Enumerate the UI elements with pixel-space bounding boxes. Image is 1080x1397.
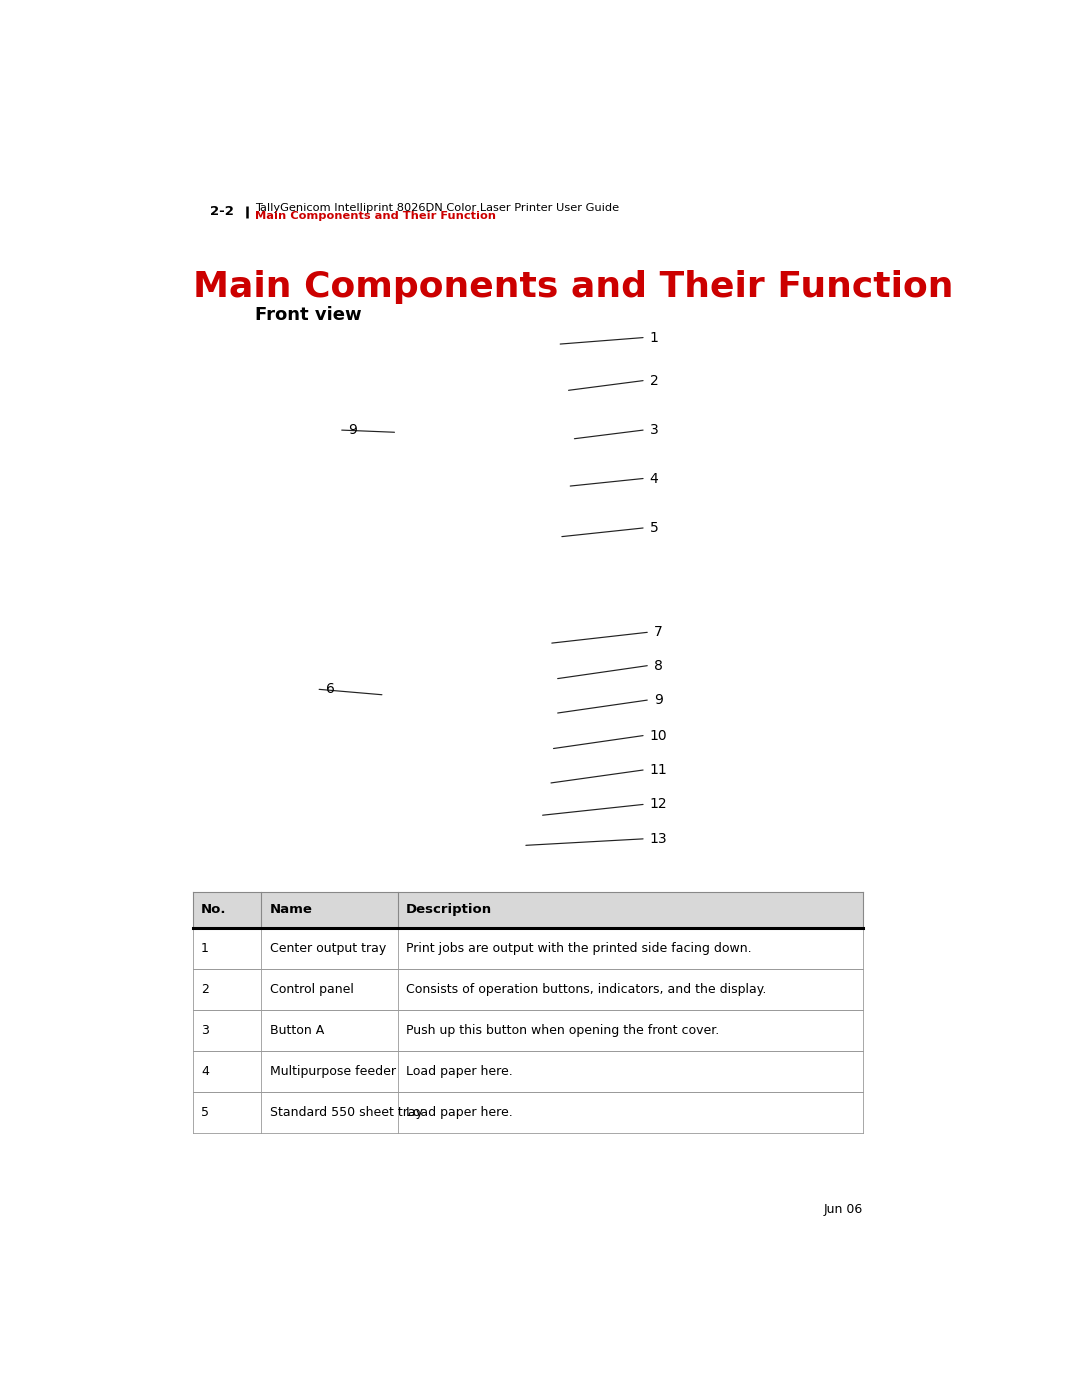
Text: Name: Name: [270, 904, 312, 916]
Text: Jun 06: Jun 06: [824, 1203, 863, 1217]
Bar: [192, 1051, 863, 1091]
Text: Control panel: Control panel: [270, 983, 353, 996]
Bar: [192, 891, 863, 928]
Text: Consists of operation buttons, indicators, and the display.: Consists of operation buttons, indicator…: [406, 983, 767, 996]
Text: 1: 1: [201, 942, 210, 956]
Text: TallyGenicom Intelliprint 8026DN Color Laser Printer User Guide: TallyGenicom Intelliprint 8026DN Color L…: [255, 203, 619, 212]
Text: Load paper here.: Load paper here.: [406, 1065, 513, 1077]
Text: Button A: Button A: [270, 1024, 324, 1037]
Text: 8: 8: [653, 658, 663, 673]
Text: 1: 1: [650, 331, 659, 345]
Text: 5: 5: [201, 1105, 210, 1119]
Text: 13: 13: [650, 831, 667, 845]
Text: Description: Description: [406, 904, 492, 916]
Text: 9: 9: [653, 693, 663, 707]
Text: 4: 4: [650, 472, 659, 486]
Bar: [192, 928, 863, 970]
Bar: [192, 1010, 863, 1051]
Text: Multipurpose feeder: Multipurpose feeder: [270, 1065, 395, 1077]
Text: No.: No.: [201, 904, 227, 916]
Text: 5: 5: [650, 521, 659, 535]
Text: 7: 7: [653, 626, 663, 640]
Text: 2: 2: [650, 373, 659, 387]
Bar: [192, 970, 863, 1010]
Text: Front view: Front view: [255, 306, 362, 324]
Text: 9: 9: [349, 423, 357, 437]
Text: 2-2: 2-2: [210, 205, 233, 218]
Text: Print jobs are output with the printed side facing down.: Print jobs are output with the printed s…: [406, 942, 752, 956]
Bar: [192, 1091, 863, 1133]
Text: 11: 11: [650, 763, 667, 777]
Text: 4: 4: [201, 1065, 210, 1077]
Text: 12: 12: [650, 798, 667, 812]
Text: Standard 550 sheet tray: Standard 550 sheet tray: [270, 1105, 422, 1119]
Text: Main Components and Their Function: Main Components and Their Function: [255, 211, 496, 221]
Text: Main Components and Their Function: Main Components and Their Function: [192, 270, 954, 303]
Text: 3: 3: [201, 1024, 210, 1037]
Text: Center output tray: Center output tray: [270, 942, 386, 956]
Text: Push up this button when opening the front cover.: Push up this button when opening the fro…: [406, 1024, 719, 1037]
Text: Load paper here.: Load paper here.: [406, 1105, 513, 1119]
Text: 2: 2: [201, 983, 210, 996]
Text: 10: 10: [650, 729, 667, 743]
Text: 6: 6: [326, 682, 335, 696]
Text: 3: 3: [650, 423, 659, 437]
